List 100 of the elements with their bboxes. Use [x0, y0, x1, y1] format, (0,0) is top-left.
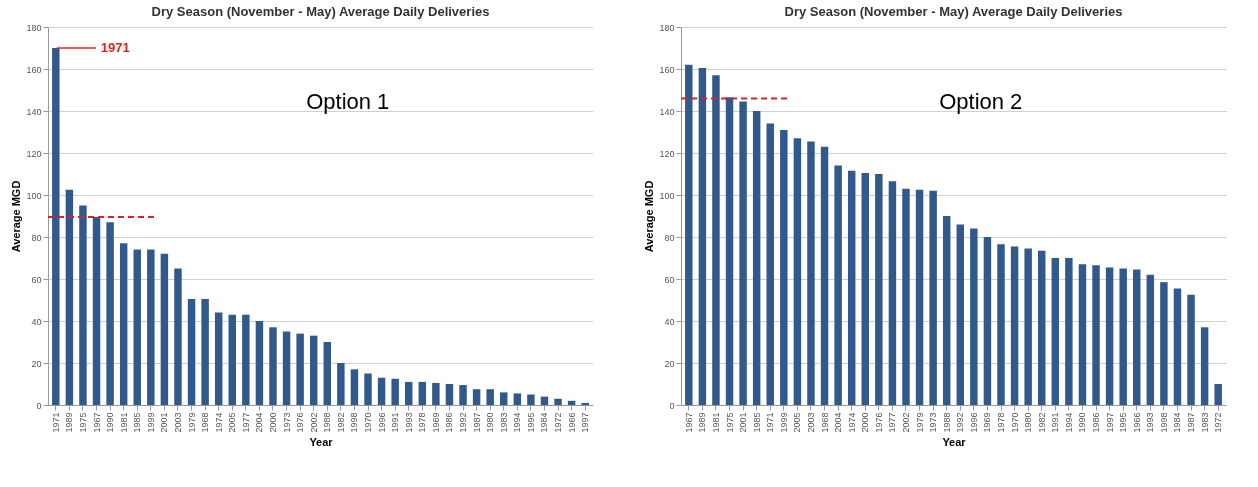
y-tick-label: 160 [26, 64, 42, 75]
bar [119, 243, 128, 405]
y-tick-label: 20 [664, 358, 675, 369]
y-tick-label: 40 [31, 316, 42, 327]
x-tick-label: 1971 [50, 412, 61, 433]
bar [79, 205, 87, 405]
chart-title: Dry Season (November - May) Average Daily Deliveries [151, 4, 490, 19]
bar [432, 382, 440, 405]
x-tick-label: 1972 [1213, 412, 1224, 433]
bar [309, 335, 318, 405]
y-tick-label: 60 [31, 274, 42, 285]
bar [323, 342, 332, 405]
x-tick-label: 1994 [512, 412, 523, 433]
bar [581, 402, 589, 405]
y-tick-label: 60 [664, 274, 675, 285]
bar [766, 123, 774, 405]
x-tick-label: 2002 [308, 412, 319, 433]
x-tick-label: 1990 [1077, 412, 1088, 433]
x-tick-label: 1968 [819, 412, 830, 433]
bar [1024, 248, 1032, 405]
bar [1065, 258, 1073, 405]
y-tick-label: 20 [31, 358, 42, 369]
x-tick-label: 1981 [710, 412, 721, 433]
x-tick-label: 1967 [91, 412, 102, 433]
bar [174, 268, 182, 405]
x-tick-label: 1971 [765, 412, 776, 433]
x-tick-label: 1979 [914, 412, 925, 433]
x-tick-label: 1978 [996, 412, 1007, 433]
bar [418, 381, 427, 405]
bar [970, 228, 978, 405]
bar [1038, 250, 1046, 405]
x-tick-label: 1970 [1009, 412, 1020, 433]
bar [956, 224, 965, 405]
x-tick-label: 2003 [172, 412, 183, 433]
x-tick-label: 1990 [105, 412, 116, 433]
x-tick-label: 1993 [1145, 412, 1156, 433]
x-tick-label: 1991 [390, 412, 401, 433]
bar [1078, 264, 1087, 405]
bar [1119, 268, 1127, 405]
x-tick-label: 1985 [751, 412, 762, 433]
bar [983, 237, 992, 405]
x-tick-label: 1982 [335, 412, 346, 433]
y-tick-label: 80 [31, 232, 42, 243]
y-tick-label: 40 [664, 316, 675, 327]
bar [201, 298, 209, 405]
x-tick-label: 1987 [471, 412, 482, 433]
bar [486, 389, 494, 405]
y-tick-label: 160 [659, 64, 675, 75]
bar [391, 378, 399, 405]
bar [685, 64, 693, 405]
x-tick-label: 1986 [444, 412, 455, 433]
y-tick-label: 120 [659, 148, 675, 159]
bar [888, 181, 897, 405]
x-tick-label: 1975 [77, 412, 88, 433]
x-tick-label: 1974 [846, 412, 857, 433]
bar [282, 331, 291, 405]
bar [554, 398, 562, 405]
bar [807, 141, 815, 405]
x-tick-label: 2003 [805, 412, 816, 433]
bar [834, 165, 842, 405]
bar [929, 190, 937, 405]
bar [472, 389, 481, 405]
bar [65, 189, 74, 405]
x-tick-label: 1970 [363, 412, 374, 433]
x-tick-label: 1969 [430, 412, 441, 433]
x-tick-label: 1976 [295, 412, 306, 433]
y-tick-label: 180 [659, 22, 675, 33]
x-tick-label: 1967 [683, 412, 694, 433]
x-tick-label: 1968 [200, 412, 211, 433]
bar [1092, 265, 1100, 405]
bar [364, 373, 372, 405]
bar [942, 216, 951, 405]
x-tick-label: 1966 [566, 412, 577, 433]
x-tick-label: 1989 [64, 412, 75, 433]
bar [1187, 294, 1195, 405]
bar [377, 377, 386, 405]
x-tick-label: 1988 [322, 412, 333, 433]
bar [861, 172, 869, 405]
bar [698, 67, 707, 405]
x-tick-label: 1977 [240, 412, 251, 433]
x-tick-label: 1979 [186, 412, 197, 433]
x-tick-label: 1980 [485, 412, 496, 433]
x-tick-label: 1998 [1158, 412, 1169, 433]
bar [793, 138, 802, 405]
x-tick-label: 1986 [1091, 412, 1102, 433]
x-tick-label: 1996 [968, 412, 979, 433]
bar [902, 188, 910, 405]
x-axis-title: Year [942, 435, 967, 448]
bar [350, 369, 359, 405]
bar [500, 392, 508, 405]
bar [847, 170, 856, 405]
bar [1010, 246, 1019, 405]
x-tick-label: 1974 [213, 412, 224, 433]
x-tick-label: 1997 [580, 412, 591, 433]
bar [1160, 282, 1168, 405]
x-tick-label: 1975 [724, 412, 735, 433]
x-axis-title: Year [309, 435, 334, 448]
x-tick-label: 1969 [982, 412, 993, 433]
x-tick-label: 1999 [778, 412, 789, 433]
y-tick-label: 0 [669, 400, 675, 411]
